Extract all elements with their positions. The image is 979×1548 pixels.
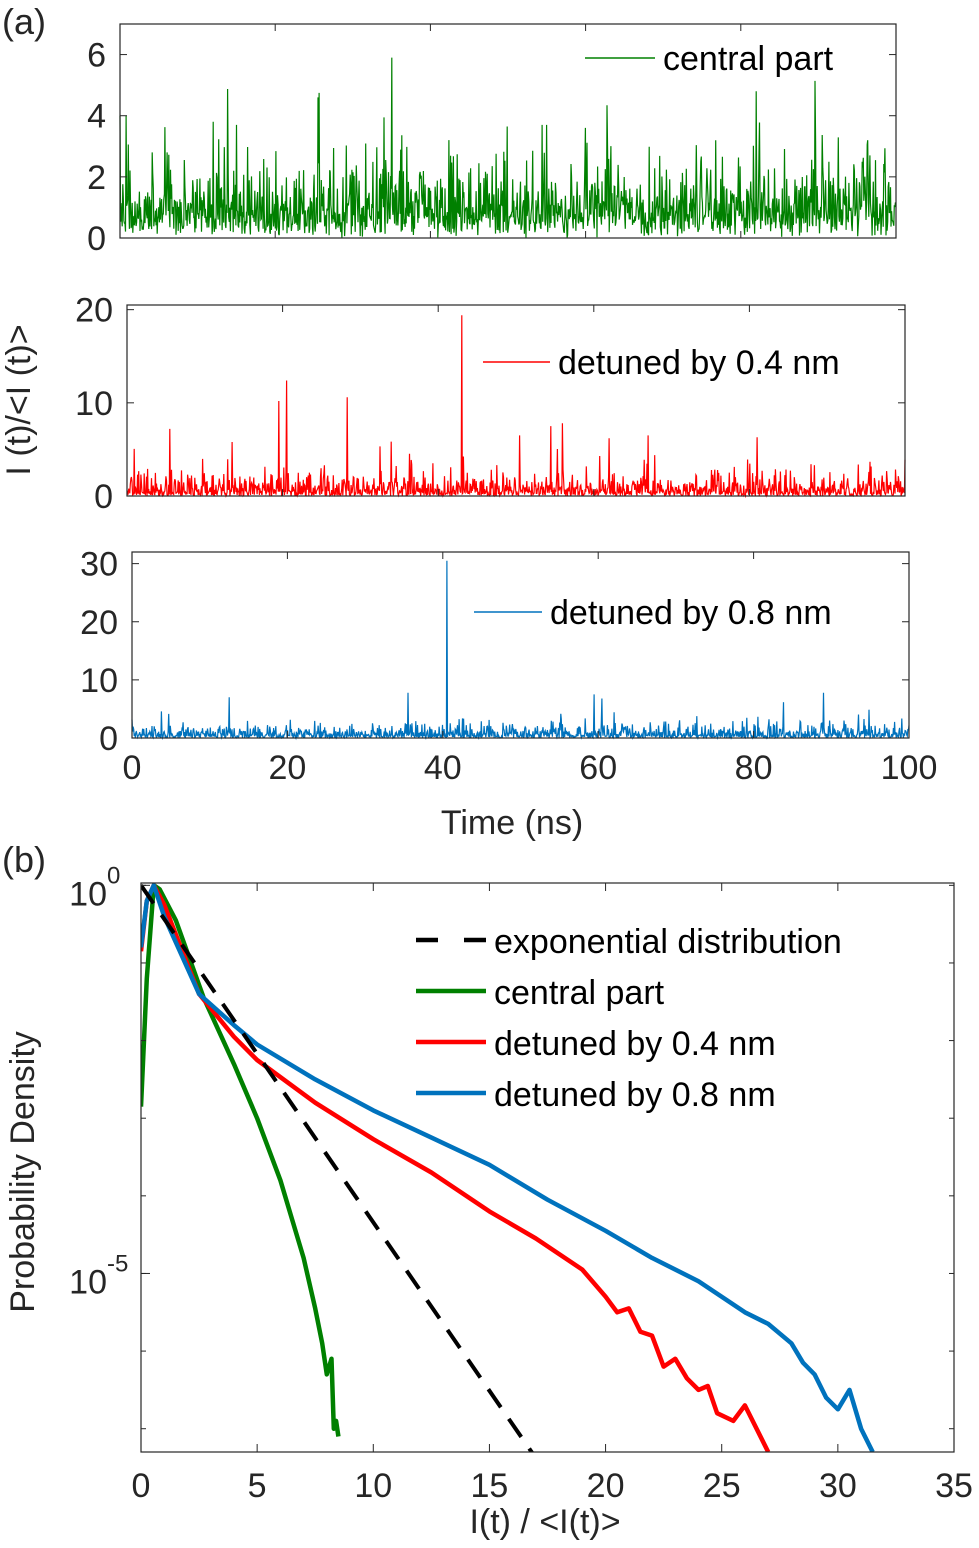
y-tick-label: 2 xyxy=(87,159,106,197)
y-tick-label: 0 xyxy=(87,220,106,258)
y-tick-label: 10 xyxy=(80,662,118,700)
x-tick-label: 0 xyxy=(132,1467,151,1505)
trace-line xyxy=(126,315,906,499)
x-tick-label: 100 xyxy=(881,749,938,787)
legend-label: central part xyxy=(663,40,834,78)
y-tick-label: 10 xyxy=(75,385,113,423)
trace-line xyxy=(119,57,897,238)
y-tick-label: 30 xyxy=(80,546,118,584)
panel-a-label: (a) xyxy=(2,1,46,42)
axes-box xyxy=(126,304,906,497)
series-line-detuned-by-0-8-nm xyxy=(141,883,875,1452)
y-tick-label: 6 xyxy=(87,37,106,75)
y-tick-label: 4 xyxy=(87,98,106,136)
x-tick-label: 40 xyxy=(424,749,462,787)
legend-label: detuned by 0.4 nm xyxy=(558,344,840,382)
y-tick-base: 10 xyxy=(69,875,107,913)
x-tick-label: 20 xyxy=(268,749,306,787)
x-tick-label: 20 xyxy=(587,1467,625,1505)
x-tick-label: 35 xyxy=(935,1467,973,1505)
panel-a-ylabel: I (t)/<I (t)> xyxy=(0,324,38,475)
panel-a-xlabel: Time (ns) xyxy=(441,804,583,842)
subplot-2: 0 10 20 detuned by 0.4 nm xyxy=(75,292,906,516)
series-line-central-part xyxy=(141,883,341,1437)
axes-box xyxy=(119,23,897,239)
y-tick-exponent: -5 xyxy=(107,1250,128,1277)
axes-box xyxy=(140,882,955,1453)
x-tick-label: 10 xyxy=(354,1467,392,1505)
panel-b-xlabel: I(t) / <I(t)> xyxy=(469,1503,620,1541)
legend-label: detuned by 0.8 nm xyxy=(550,594,832,632)
x-tick-label: 5 xyxy=(248,1467,267,1505)
x-tick-label: 60 xyxy=(579,749,617,787)
trace-line xyxy=(131,560,910,741)
y-tick-base: 10 xyxy=(69,1263,107,1301)
legend-label: exponential distribution xyxy=(494,923,842,961)
y-tick-exponent: 0 xyxy=(107,862,120,889)
axes-box xyxy=(131,551,910,739)
y-tick-label: 20 xyxy=(80,604,118,642)
panel-b-ylabel: Probability Density xyxy=(4,1031,42,1313)
series-line-detuned-by-0-4-nm xyxy=(141,883,771,1452)
subplot-3: 0 20 40 60 80 100 0 10 20 30 detuned by 0.8 nm xyxy=(80,546,937,787)
legend-label: central part xyxy=(494,974,665,1012)
y-tick-label: 0 xyxy=(94,478,113,516)
x-tick-label: 25 xyxy=(703,1467,741,1505)
x-tick-label: 80 xyxy=(735,749,773,787)
y-tick-label: 0 xyxy=(99,720,118,758)
legend-label: detuned by 0.8 nm xyxy=(494,1076,776,1114)
y-tick-label: 20 xyxy=(75,292,113,330)
series-line-exponential-distribution xyxy=(141,884,535,1452)
panel-b-label: (b) xyxy=(2,839,46,880)
x-tick-label: 30 xyxy=(819,1467,857,1505)
subplot-1: 0 2 4 6 central part xyxy=(87,23,897,258)
legend-label: detuned by 0.4 nm xyxy=(494,1025,776,1063)
x-tick-label: 0 xyxy=(123,749,142,787)
x-tick-label: 15 xyxy=(471,1467,509,1505)
panel-a: 0 2 4 6 central part 0 10 20 detuned by 0.4 nm 0 2… xyxy=(75,23,937,787)
